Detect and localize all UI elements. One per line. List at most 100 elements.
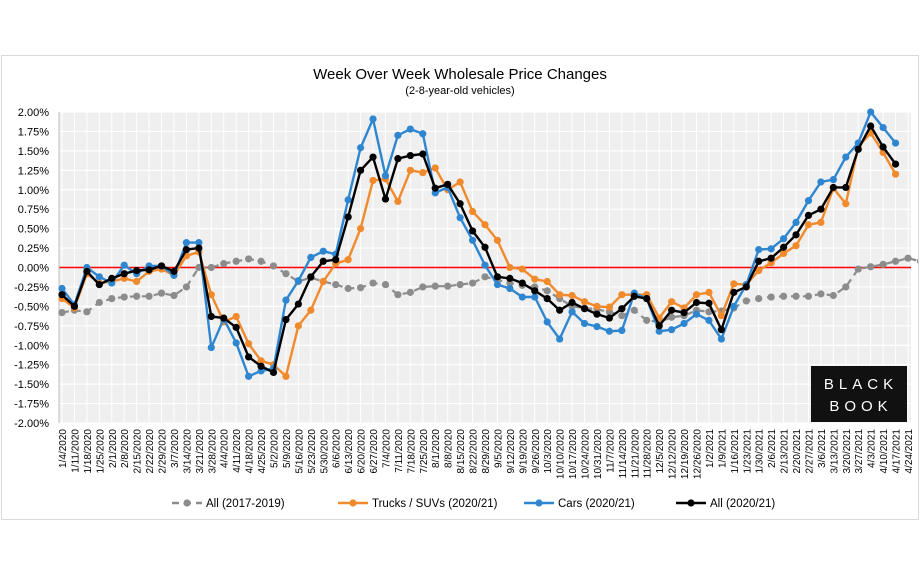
data-point [170,291,178,300]
data-point [245,372,253,380]
data-point [282,372,290,380]
data-point [804,221,813,229]
data-point [369,176,377,185]
x-tick-label: 4/25/2020 [257,429,268,474]
data-point [294,277,302,285]
data-point [792,242,800,250]
data-point [95,273,103,281]
x-tick-label: 1/30/2021 [755,429,766,474]
data-point [58,291,66,299]
x-tick-label: 9/5/2020 [493,429,504,468]
data-point [705,308,713,316]
data-point [891,160,900,168]
x-tick-label: 11/21/2020 [630,429,641,479]
x-tick-label: 3/13/2021 [829,429,840,474]
x-tick-label: 8/29/2020 [481,429,492,474]
data-point [245,255,253,263]
data-point [755,295,763,303]
data-point [891,257,900,265]
legend-item: All (2020/21) [676,498,775,510]
data-point [245,353,253,361]
data-point [804,197,813,205]
data-point [319,277,327,286]
x-tick-label: 9/12/2020 [506,429,517,474]
data-point [431,164,439,172]
data-point [406,125,414,133]
data-point [593,302,601,310]
data-point [269,262,278,270]
x-tick-label: 7/4/2020 [381,429,392,468]
legend-item: Trucks / SUVs (2020/21) [338,498,498,510]
legend-swatch-marker [535,499,543,507]
data-point [58,308,66,317]
y-tick-label: 1.00% [18,185,49,197]
series-all-2017-2019 [58,254,918,326]
data-point [755,257,763,265]
data-point [207,343,215,352]
y-tick-label: -0.75% [14,321,49,333]
x-tick-label: 1/16/2021 [730,429,741,474]
data-point [891,170,900,178]
data-point [157,289,166,297]
data-point [804,211,813,220]
data-point [381,172,390,180]
x-tick-label: 9/26/2020 [531,429,542,474]
data-point [779,243,788,251]
x-tick-label: 5/2/2020 [270,429,281,468]
x-tick-label: 7/25/2020 [419,429,430,474]
logo-line-1: BLACK [824,376,898,393]
data-point [406,288,414,296]
x-tick-label: 7/18/2020 [406,429,417,474]
data-point [543,318,551,326]
data-point [394,197,402,206]
data-point [593,310,601,318]
x-tick-label: 9/19/2020 [518,429,529,474]
x-tick-label: 4/3/2021 [867,429,878,468]
y-tick-label: -1.75% [14,399,49,411]
x-tick-label: 5/9/2020 [282,429,293,468]
data-point [730,302,738,310]
x-tick-label: 5/23/2020 [307,429,318,474]
x-tick-label: 1/2/2021 [705,429,716,468]
data-point [157,262,166,270]
data-point [207,312,215,321]
data-point [468,227,477,235]
data-point [369,279,377,287]
data-point [543,287,551,295]
y-tick-label: 1.25% [18,165,49,177]
x-tick-label: 8/15/2020 [456,429,467,474]
x-tick-label: 4/11/2020 [232,429,243,473]
data-point [618,326,626,335]
data-point [58,284,66,293]
data-point [468,236,477,244]
data-point [133,292,141,300]
x-tick-label: 2/29/2020 [158,429,169,474]
x-tick-label: 11/28/2020 [643,429,654,479]
data-point [456,178,464,186]
data-point [817,290,825,298]
data-point [779,292,788,300]
data-point [879,143,887,151]
legend-item: All (2017-2019) [172,498,285,510]
legend-label: Trucks / SUVs (2020/21) [372,498,498,510]
data-point [668,298,676,306]
legend-label: All (2020/21) [710,498,775,510]
x-tick-label: 8/1/2020 [431,429,442,468]
data-point [170,267,178,275]
data-point [294,300,302,308]
data-point [394,155,402,163]
data-point [481,221,489,229]
x-tick-label: 12/12/2020 [668,429,679,479]
data-point [108,295,116,303]
data-point [916,258,918,264]
legend-label: All (2017-2019) [206,498,285,510]
data-point [245,340,253,348]
data-point [282,315,290,324]
x-tick-label: 2/27/2021 [804,429,815,474]
x-tick-label: 4/10/2021 [879,429,890,474]
data-point [779,249,788,258]
y-tick-label: -1.25% [14,360,49,372]
data-point [232,312,240,321]
y-tick-label: 1.50% [18,146,49,158]
data-point [842,283,850,291]
